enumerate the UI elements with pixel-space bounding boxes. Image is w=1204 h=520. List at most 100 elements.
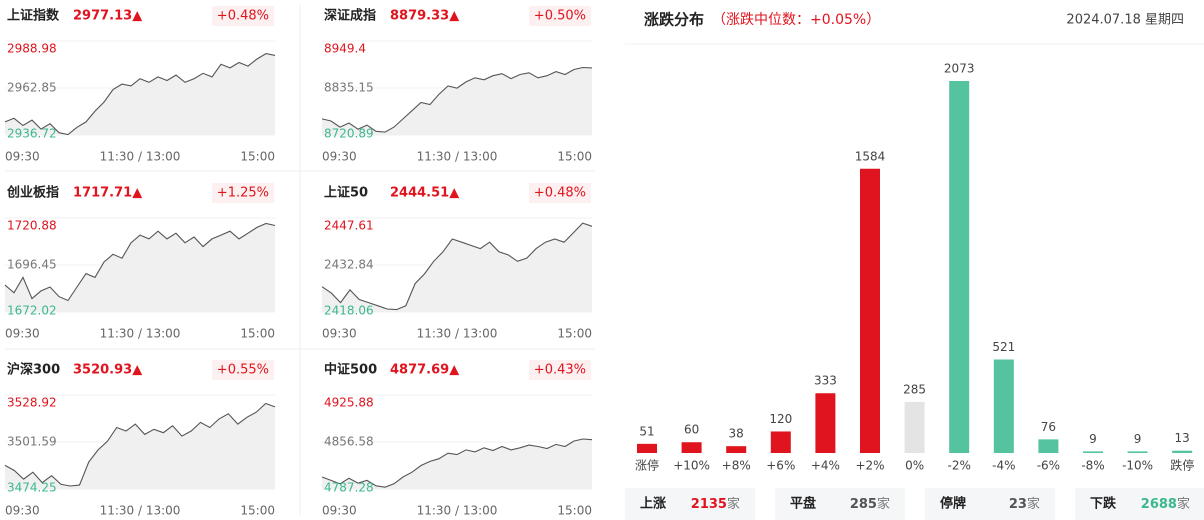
- x-tick-label: 11:30 / 13:00: [417, 150, 498, 164]
- chart-subtitle: （涨跌中位数：+0.05%）: [712, 12, 880, 28]
- bar: [637, 443, 657, 453]
- value-label: 38: [729, 427, 744, 441]
- x-tick-label: 11:30 / 13:00: [100, 327, 181, 341]
- bar: [949, 81, 970, 453]
- x-tick-label: 09:30: [5, 504, 40, 518]
- y-tick-label: 1672.02: [7, 304, 57, 318]
- x-tick-label: 09:30: [322, 150, 357, 164]
- summary-label: 上涨: [640, 497, 666, 512]
- summary-count: 2688家: [1141, 496, 1190, 512]
- x-tick-label: 15:00: [557, 150, 592, 164]
- summary-label: 平盘: [790, 496, 816, 512]
- value-label: 2073: [944, 62, 975, 76]
- index-name: 沪深300: [7, 362, 60, 378]
- value-label: 76: [1041, 420, 1056, 434]
- area: [322, 439, 592, 489]
- summary-box: [1075, 488, 1204, 520]
- summary-number: 285: [850, 497, 877, 512]
- index-name: 上证指数: [7, 8, 60, 24]
- summary-box: [775, 488, 905, 520]
- bar: [770, 431, 791, 453]
- summary-number: 2135: [691, 497, 727, 512]
- value-label: 51: [639, 424, 654, 438]
- bar: [1172, 450, 1193, 453]
- y-tick-label: 2988.98: [7, 42, 57, 56]
- x-tick-label: +8%: [722, 459, 751, 473]
- y-tick-label: 4787.28: [324, 481, 374, 495]
- x-tick-label: 15:00: [240, 504, 275, 518]
- x-tick-label: 15:00: [557, 327, 592, 341]
- x-tick-label: +4%: [811, 459, 840, 473]
- value-label: 333: [814, 374, 837, 388]
- summary-box: [925, 488, 1055, 520]
- summary-count: 23家: [1009, 496, 1040, 512]
- value-label: 521: [992, 340, 1015, 354]
- change-badge: [529, 6, 591, 26]
- x-tick-label: 15:00: [240, 150, 275, 164]
- y-tick-label: 2447.61: [324, 219, 374, 233]
- x-tick-label: 09:30: [5, 150, 40, 164]
- x-tick-label: +10%: [673, 459, 710, 473]
- summary-unit: 家: [1027, 496, 1040, 512]
- y-tick-label: 1720.88: [7, 219, 57, 233]
- y-tick-label: 1696.45: [7, 258, 57, 272]
- y-tick-label: 2962.85: [7, 81, 57, 95]
- summary-number: 2688: [1141, 497, 1177, 512]
- x-tick-label: 11:30 / 13:00: [417, 327, 498, 341]
- x-tick-label: 09:30: [322, 327, 357, 341]
- index-change: +0.50%: [534, 9, 586, 24]
- y-tick-label: 8720.89: [324, 127, 374, 141]
- index-change: +0.48%: [534, 186, 586, 201]
- bar: [1038, 439, 1059, 453]
- change-badge: [212, 183, 274, 203]
- y-tick-label: 3474.25: [7, 481, 57, 495]
- bar: [681, 442, 702, 453]
- x-tick-label: 11:30 / 13:00: [100, 150, 181, 164]
- x-tick-label: -2%: [948, 459, 971, 473]
- bar: [860, 168, 880, 453]
- y-tick-label: 2418.06: [324, 304, 374, 318]
- index-change: +0.48%: [217, 9, 269, 24]
- y-tick-label: 3501.59: [7, 434, 57, 448]
- y-tick-label: 2432.84: [324, 257, 374, 271]
- x-tick-label: 09:30: [5, 327, 40, 341]
- summary-number: 23: [1009, 497, 1027, 512]
- bar: [904, 401, 925, 453]
- index-name: 深证成指: [324, 8, 376, 24]
- area: [5, 223, 275, 312]
- price-line: [4, 222, 276, 302]
- y-tick-label: 4925.88: [324, 396, 374, 410]
- area: [5, 53, 275, 135]
- value-label: 1584: [855, 149, 886, 163]
- bar: [993, 359, 1014, 453]
- summary-box: [625, 488, 755, 520]
- bar: [1083, 451, 1103, 453]
- summary-unit: 家: [1177, 496, 1190, 512]
- price-line: [4, 53, 276, 136]
- x-tick-label: 15:00: [557, 504, 592, 518]
- area: [322, 223, 592, 312]
- index-price: 3520.93▲: [73, 363, 142, 378]
- index-price: 2977.13▲: [73, 9, 142, 24]
- summary-count: 285家: [850, 496, 890, 512]
- x-tick-label: +6%: [766, 459, 795, 473]
- chart-title: 涨跌分布: [644, 11, 704, 29]
- index-price: 2444.51▲: [390, 186, 459, 201]
- y-tick-label: 8835.15: [324, 80, 374, 94]
- bar: [815, 393, 836, 453]
- index-price: 8879.33▲: [390, 9, 459, 24]
- value-label: 9: [1134, 432, 1142, 446]
- bar: [726, 446, 747, 453]
- x-tick-label: 0%: [905, 459, 924, 473]
- value-label: 285: [903, 382, 926, 396]
- summary-unit: 家: [877, 496, 890, 512]
- change-badge: [212, 360, 274, 380]
- change-badge: [212, 6, 274, 26]
- price-line: [4, 402, 276, 487]
- price-line: [321, 222, 593, 311]
- area: [5, 403, 275, 489]
- index-price: 1717.71▲: [73, 186, 142, 201]
- summary-unit: 家: [727, 496, 740, 512]
- bar: [1127, 451, 1148, 453]
- index-change: +1.25%: [217, 186, 269, 201]
